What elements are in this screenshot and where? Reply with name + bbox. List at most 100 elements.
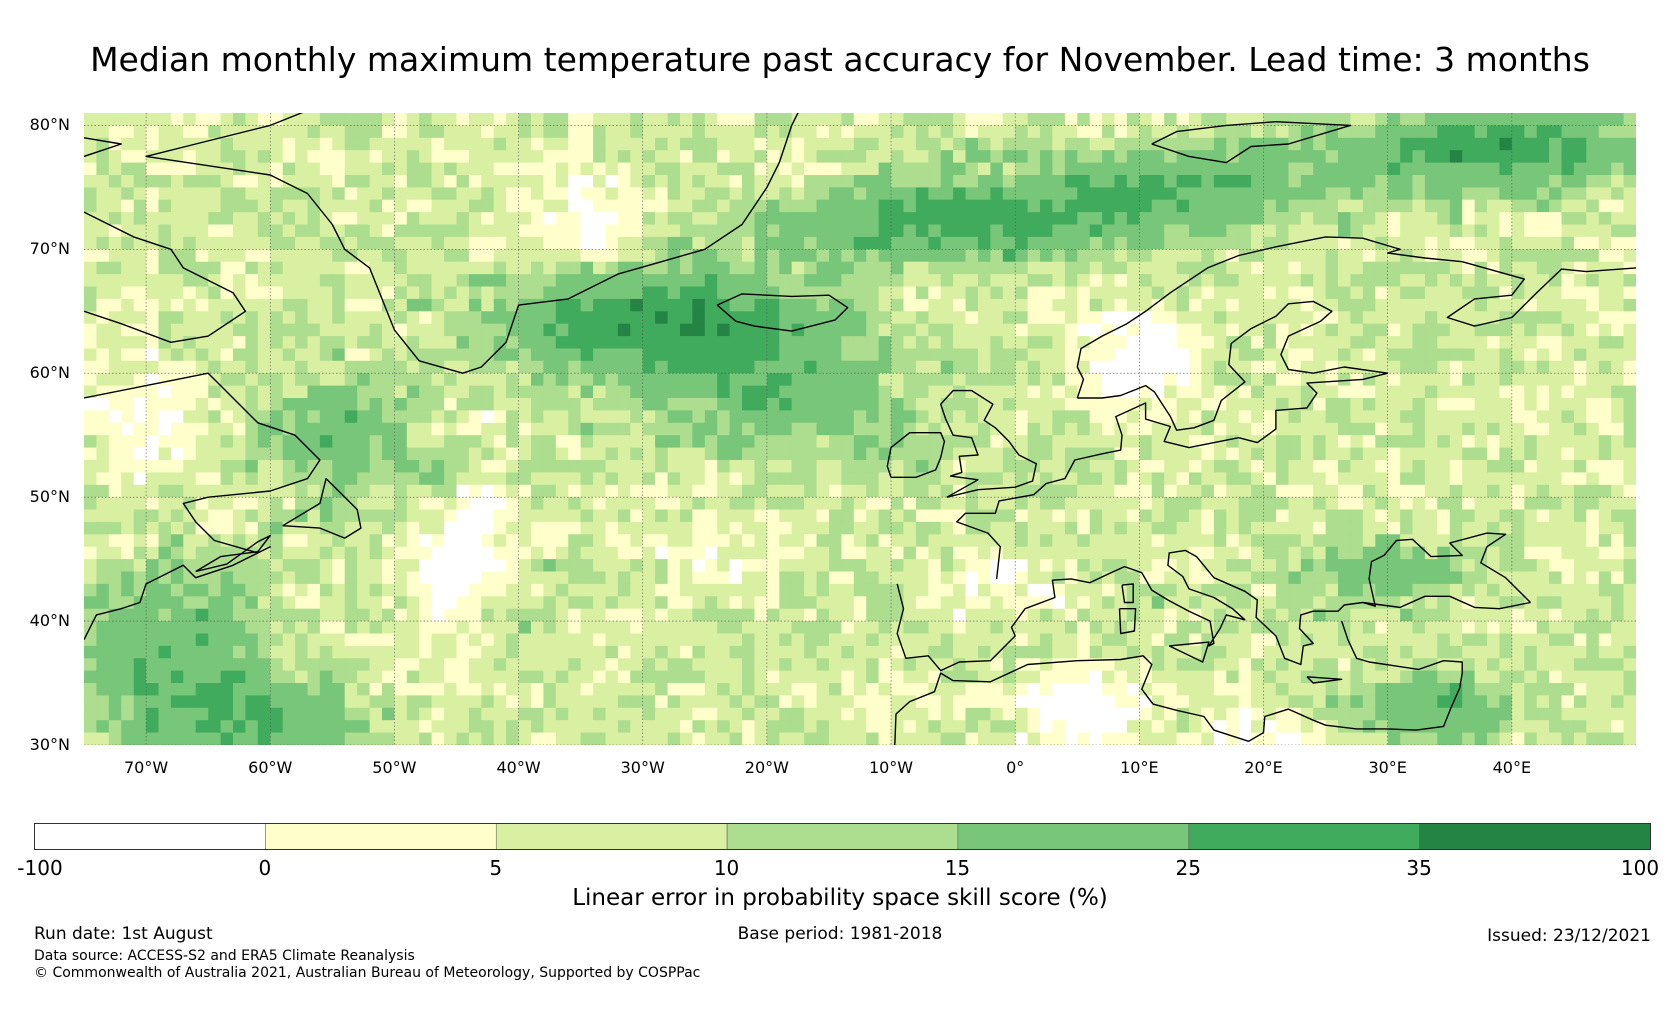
- skill-cell: [1623, 385, 1636, 399]
- skill-cell: [630, 484, 644, 498]
- skill-cell: [742, 311, 755, 325]
- skill-cell: [406, 484, 420, 498]
- skill-cell: [642, 410, 656, 424]
- skill-cell: [1313, 546, 1327, 560]
- skill-cell: [456, 422, 470, 436]
- skill-cell: [1424, 435, 1438, 449]
- skill-cell: [1002, 596, 1016, 610]
- skill-cell: [742, 298, 755, 312]
- skill-cell: [307, 187, 321, 201]
- skill-cell: [233, 187, 246, 201]
- skill-cell: [667, 249, 681, 263]
- skill-cell: [170, 323, 184, 337]
- skill-cell: [928, 521, 942, 535]
- skill-cell: [195, 187, 209, 201]
- skill-cell: [605, 298, 619, 312]
- skill-cell: [1226, 571, 1240, 585]
- skill-cell: [729, 125, 743, 139]
- skill-cell: [1536, 162, 1550, 176]
- skill-cell: [1561, 261, 1575, 275]
- skill-cell: [1300, 596, 1314, 610]
- skill-cell: [233, 137, 246, 151]
- skill-cell: [1300, 274, 1314, 288]
- skill-cell: [195, 497, 209, 511]
- skill-cell: [1449, 261, 1463, 275]
- skill-cell: [493, 274, 507, 288]
- skill-cell: [220, 311, 234, 325]
- skill-cell: [1424, 199, 1438, 213]
- skill-cell: [1176, 497, 1190, 511]
- skill-cell: [1077, 137, 1091, 151]
- skill-cell: [1549, 460, 1563, 473]
- skill-cell: [419, 484, 433, 498]
- skill-cell: [1201, 385, 1215, 399]
- skill-cell: [617, 422, 631, 436]
- skill-cell: [1338, 410, 1351, 424]
- skill-cell: [915, 261, 929, 275]
- skill-cell: [208, 435, 222, 449]
- skill-cell: [605, 460, 619, 473]
- skill-cell: [431, 521, 445, 535]
- skill-cell: [1325, 274, 1339, 288]
- skill-cell: [84, 113, 97, 126]
- skill-cell: [593, 546, 607, 560]
- skill-cell: [829, 286, 842, 300]
- skill-cell: [1511, 534, 1525, 548]
- skill-cell: [1561, 534, 1575, 548]
- skill-cell: [667, 150, 681, 164]
- skill-cell: [1387, 311, 1401, 325]
- skill-cell: [257, 187, 271, 201]
- skill-cell: [121, 187, 135, 201]
- skill-cell: [754, 162, 768, 176]
- skill-cell: [1151, 398, 1165, 411]
- skill-cell: [1189, 286, 1202, 300]
- skill-cell: [829, 410, 842, 424]
- skill-cell: [1275, 373, 1289, 387]
- skill-cell: [1598, 447, 1612, 461]
- skill-cell: [1400, 286, 1414, 300]
- skill-cell: [220, 261, 234, 275]
- skill-cell: [1350, 360, 1364, 374]
- skill-cell: [195, 150, 209, 164]
- skill-cell: [1623, 460, 1636, 473]
- skill-cell: [593, 521, 607, 535]
- skill-cell: [1126, 509, 1140, 523]
- skill-cell: [531, 484, 544, 498]
- skill-cell: [1002, 497, 1016, 511]
- skill-cell: [1536, 398, 1550, 411]
- skill-cell: [680, 596, 693, 610]
- skill-cell: [295, 559, 309, 573]
- skill-cell: [257, 509, 271, 523]
- skill-cell: [1524, 187, 1538, 201]
- skill-cell: [841, 348, 855, 362]
- skill-cell: [158, 373, 172, 387]
- skill-cell: [766, 150, 780, 164]
- skill-cell: [1176, 509, 1190, 523]
- skill-cell: [555, 249, 569, 263]
- skill-cell: [220, 521, 234, 535]
- skill-cell: [1487, 336, 1500, 350]
- skill-cell: [332, 187, 346, 201]
- skill-cell: [1338, 447, 1351, 461]
- skill-cell: [1275, 286, 1289, 300]
- skill-cell: [1176, 472, 1190, 486]
- skill-cell: [133, 162, 147, 176]
- skill-cell: [1573, 311, 1587, 325]
- skill-cell: [1375, 323, 1389, 337]
- skill-cell: [220, 236, 234, 250]
- skill-cell: [369, 261, 383, 275]
- skill-cell: [1176, 236, 1190, 250]
- skill-cell: [1611, 187, 1625, 201]
- skill-cell: [1474, 336, 1488, 350]
- skill-cell: [729, 435, 743, 449]
- skill-cell: [1362, 460, 1376, 473]
- skill-cell: [96, 509, 110, 523]
- skill-cell: [1561, 113, 1575, 126]
- skill-cell: [307, 336, 321, 350]
- skill-cell: [1238, 249, 1252, 263]
- skill-cell: [742, 546, 755, 560]
- skill-cell: [978, 199, 991, 213]
- skill-cell: [742, 137, 755, 151]
- skill-cell: [1424, 534, 1438, 548]
- skill-cell: [96, 150, 110, 164]
